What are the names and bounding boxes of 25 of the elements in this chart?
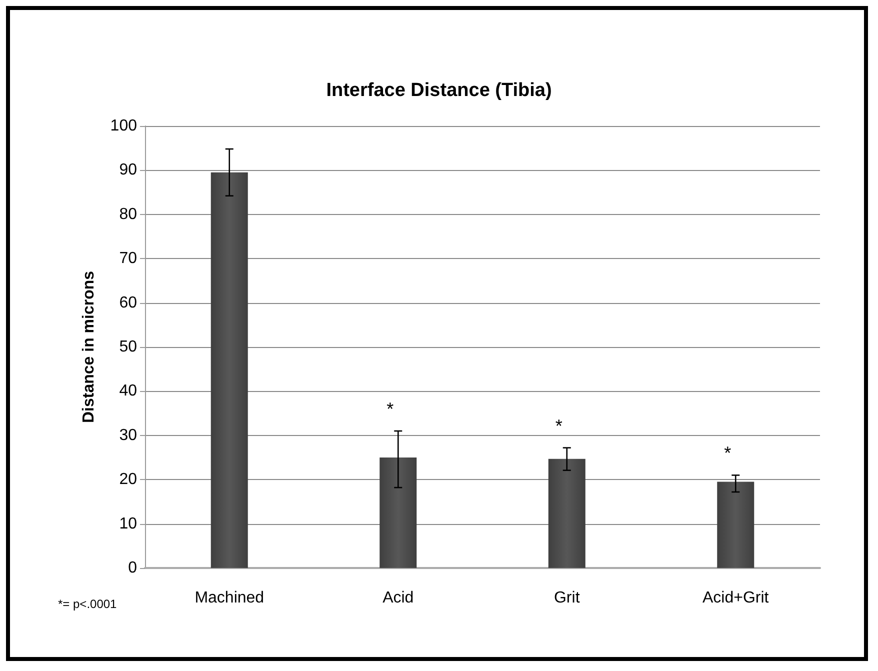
- y-tick-label: 20: [119, 471, 138, 488]
- x-tick-label: Grit: [554, 590, 580, 606]
- annotation: *: [555, 416, 562, 436]
- y-tick-label: 0: [128, 560, 138, 576]
- x-tick-label: Acid+Grit: [702, 590, 770, 606]
- bar: [380, 458, 417, 568]
- y-tick-label: 100: [110, 118, 138, 134]
- y-tick-label: 60: [119, 294, 138, 312]
- y-tick-label: 90: [119, 162, 138, 179]
- y-axis-title: Distance in microns: [80, 270, 98, 424]
- chart-title: Interface Distance (Tibia): [326, 80, 552, 101]
- y-tick-label: 30: [119, 426, 138, 444]
- y-tick-label: 40: [119, 382, 138, 400]
- x-tick-label: Machined: [194, 590, 264, 606]
- text: *= p<.0001: [58, 597, 117, 611]
- annotation: *: [724, 443, 732, 464]
- bar: [210, 172, 248, 568]
- bar: [548, 458, 586, 568]
- x-tick-label: Acid: [382, 590, 414, 606]
- y-tick-label: 50: [119, 338, 138, 356]
- bar: [717, 482, 754, 568]
- y-tick-label: 10: [119, 515, 138, 532]
- y-tick-label: 80: [119, 206, 138, 223]
- y-tick-label: 70: [119, 250, 138, 268]
- annotation: *: [386, 398, 394, 419]
